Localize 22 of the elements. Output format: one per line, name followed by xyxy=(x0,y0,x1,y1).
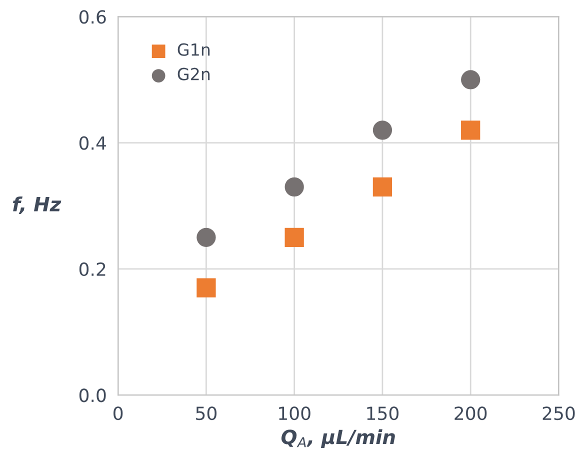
point xyxy=(461,120,480,140)
x-axis-title: Q$_{A}$, μL/min xyxy=(281,429,395,448)
point xyxy=(284,228,304,247)
x-tick-label: 150 xyxy=(367,406,398,420)
x-tick-label: 200 xyxy=(454,406,487,420)
point xyxy=(461,70,480,90)
y-axis-title: f, Hz xyxy=(12,196,62,214)
point xyxy=(196,228,216,247)
x-tick-label: 100 xyxy=(279,406,310,420)
x-tick-label: 250 xyxy=(542,406,575,420)
legend-label: G2n xyxy=(178,68,210,80)
x-tick-label: 0 xyxy=(114,406,123,420)
point xyxy=(196,278,216,298)
y-tick-label: 0.0 xyxy=(79,388,106,402)
y-tick-label: 0.2 xyxy=(79,262,106,276)
legend-label: G1n xyxy=(178,43,210,56)
point xyxy=(372,177,392,197)
x-tick-label: 50 xyxy=(196,406,216,420)
point xyxy=(372,120,392,140)
y-tick-label: 0.6 xyxy=(79,10,106,24)
y-tick-label: 0.4 xyxy=(79,136,106,150)
point xyxy=(284,177,304,197)
